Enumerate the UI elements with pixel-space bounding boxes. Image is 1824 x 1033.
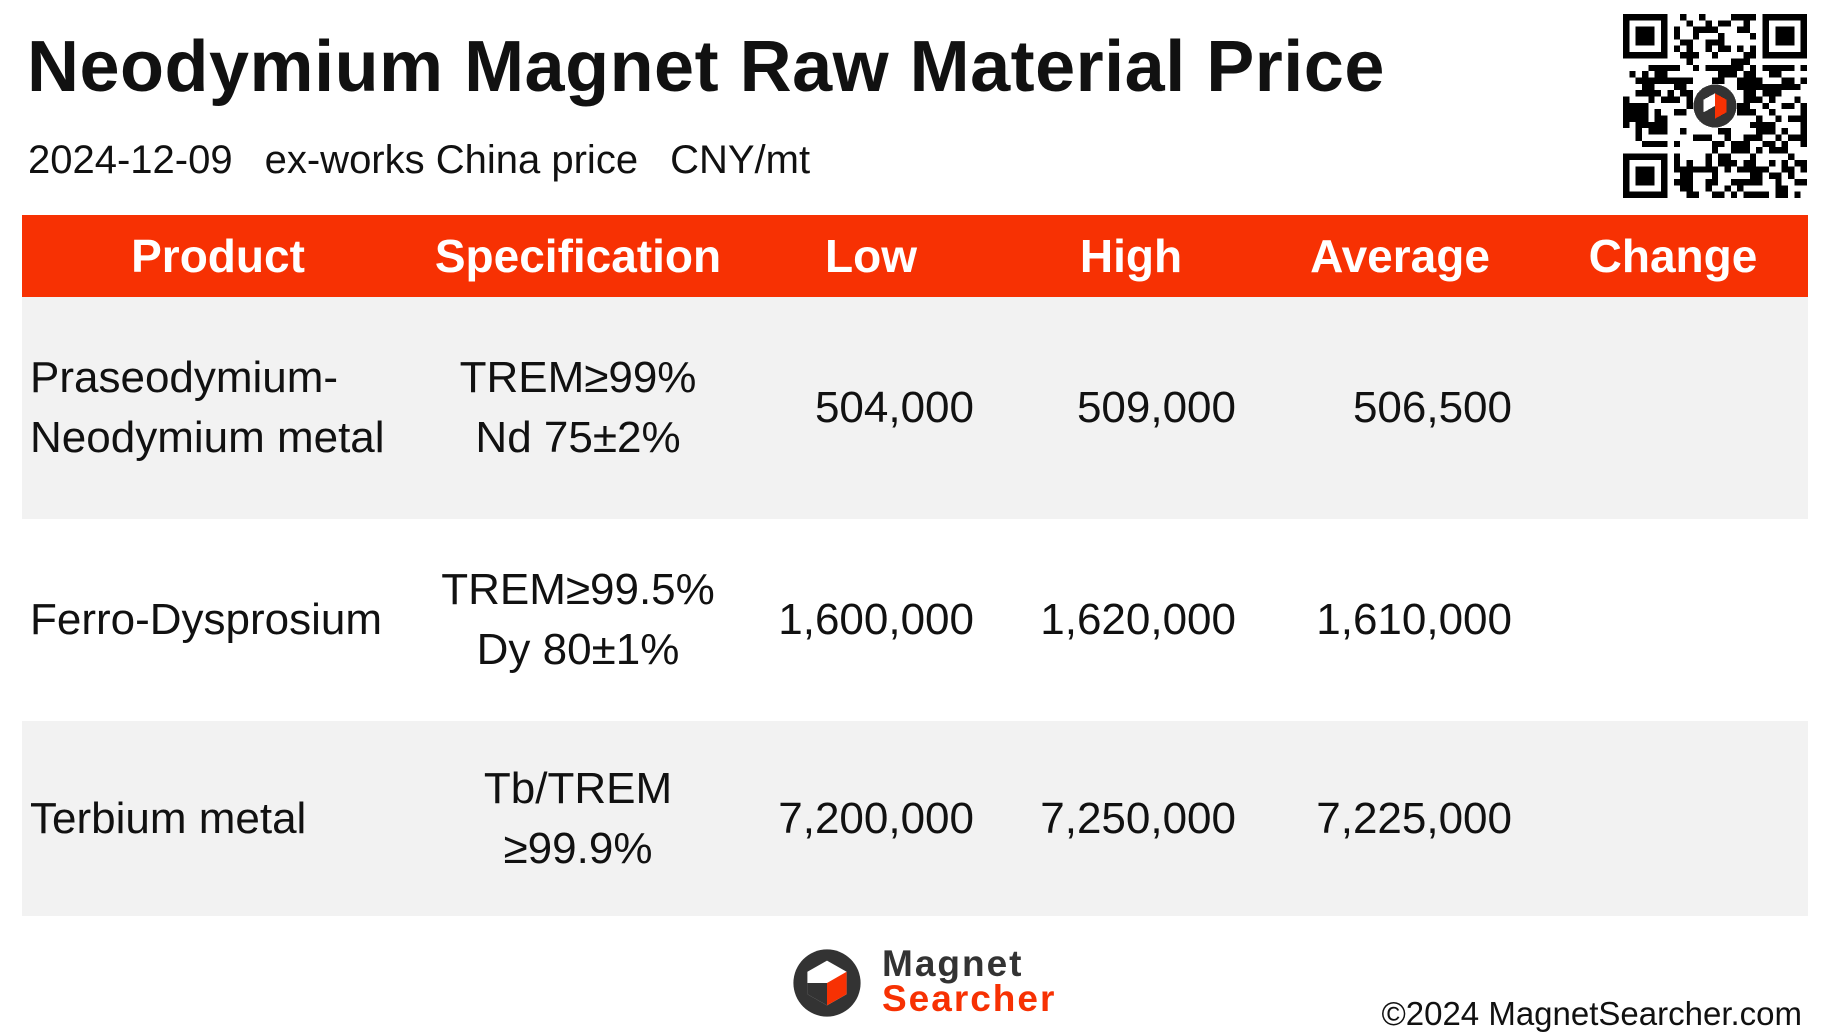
magnet-searcher-logo-icon — [793, 949, 861, 1017]
page-title: Neodymium Magnet Raw Material Price — [27, 27, 1385, 107]
average-price-cell: 7,225,000 — [1262, 721, 1538, 916]
table-row: Ferro-Dysprosium TREM≥99.5% Dy 80±1% 1,60… — [22, 519, 1808, 721]
subtitle: 2024-12-09 ex-works China price CNY/mt — [28, 138, 842, 183]
product-cell: Terbium metal — [22, 721, 414, 916]
product-cell: Ferro-Dysprosium — [22, 519, 414, 721]
price-table: Product Specification Low High Average C… — [22, 215, 1808, 916]
average-price-cell: 506,500 — [1262, 297, 1538, 519]
specification-cell: TREM≥99% Nd 75±2% — [414, 297, 742, 519]
high-price-cell: 509,000 — [1000, 297, 1262, 519]
table-row: Praseodymium- Neodymium metal TREM≥99% Nd … — [22, 297, 1808, 519]
column-header-low: Low — [742, 215, 1000, 297]
low-price-cell: 504,000 — [742, 297, 1000, 519]
table-header-row: Product Specification Low High Average C… — [22, 215, 1808, 297]
average-price-cell: 1,610,000 — [1262, 519, 1538, 721]
column-header-specification: Specification — [414, 215, 742, 297]
column-header-change: Change — [1538, 215, 1808, 297]
high-price-cell: 1,620,000 — [1000, 519, 1262, 721]
change-cell — [1538, 721, 1808, 916]
copyright-text: ©2024 MagnetSearcher.com — [1381, 995, 1802, 1032]
low-price-cell: 7,200,000 — [742, 721, 1000, 916]
price-basis: ex-works China price — [264, 138, 639, 182]
specification-cell: Tb/TREM ≥99.9% — [414, 721, 742, 916]
qr-code-icon[interactable] — [1623, 14, 1807, 198]
change-cell — [1538, 519, 1808, 721]
price-unit: CNY/mt — [670, 138, 811, 182]
table-row: Terbium metal Tb/TREM ≥99.9% 7,200,000 7,… — [22, 721, 1808, 916]
price-date: 2024-12-09 — [28, 138, 233, 182]
column-header-high: High — [1000, 215, 1262, 297]
specification-cell: TREM≥99.5% Dy 80±1% — [414, 519, 742, 721]
high-price-cell: 7,250,000 — [1000, 721, 1262, 916]
change-cell — [1538, 297, 1808, 519]
column-header-average: Average — [1262, 215, 1538, 297]
low-price-cell: 1,600,000 — [742, 519, 1000, 721]
product-cell: Praseodymium- Neodymium metal — [22, 297, 414, 519]
brand-wordmark: Magnet Searcher — [882, 943, 1057, 1019]
brand-line-magnet: Magnet — [882, 943, 1024, 984]
column-header-product: Product — [22, 215, 414, 297]
brand-line-searcher: Searcher — [882, 978, 1057, 1019]
